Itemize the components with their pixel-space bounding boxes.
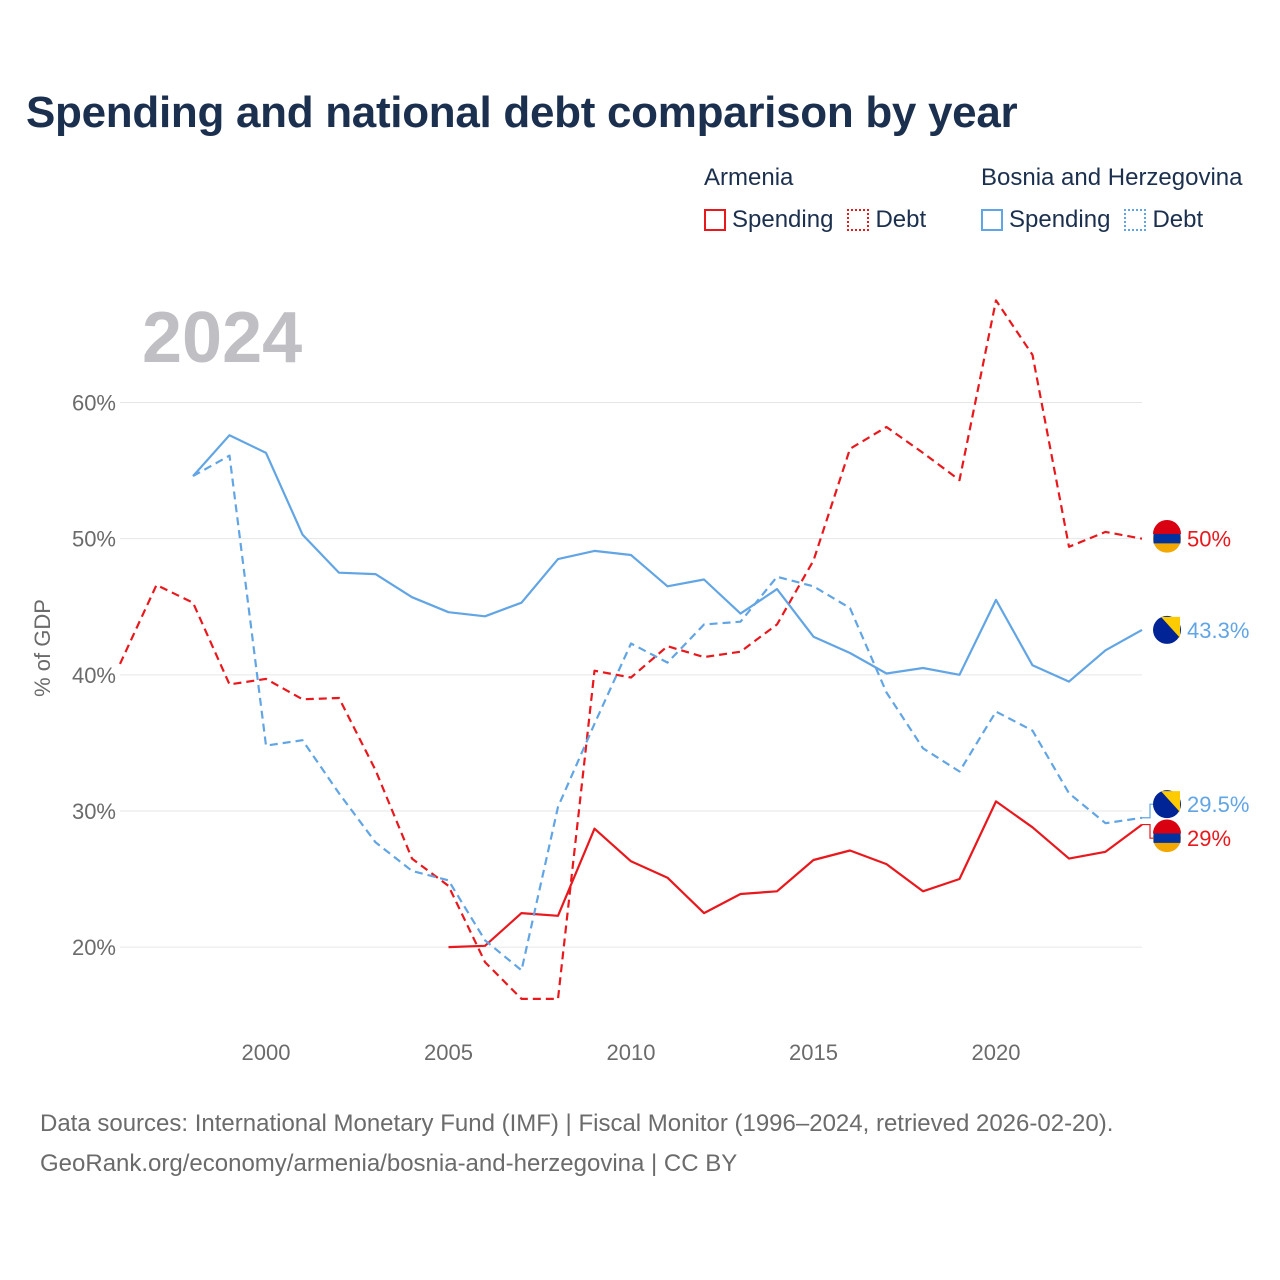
y-tick-label: 30%: [72, 799, 116, 824]
end-value-label: 50%: [1187, 527, 1231, 552]
chart-title: Spending and national debt comparison by…: [26, 88, 1018, 137]
y-tick-label: 40%: [72, 663, 116, 688]
x-tick-label: 2000: [242, 1040, 291, 1065]
legend-label: Spending: [732, 206, 834, 233]
legend-swatch-solid: [981, 209, 1003, 231]
flag-stripe: [1153, 519, 1181, 534]
series-line-armenia-spending: [448, 800, 1143, 949]
y-tick-label: 60%: [72, 391, 116, 416]
x-tick-label: 2010: [607, 1040, 656, 1065]
source-line-2: GeoRank.org/economy/armenia/bosnia-and-h…: [40, 1150, 738, 1177]
x-tick-label: 2005: [424, 1040, 473, 1065]
legend-swatch-dotted: [1124, 209, 1147, 231]
flag-stripe: [1153, 819, 1181, 834]
series-line-bosnia-and-herzegovina-spending: [192, 434, 1143, 683]
legend-country-armenia: Armenia: [704, 164, 794, 191]
flag-stripe: [1153, 533, 1181, 544]
series-line-bosnia-and-herzegovina-debt: [192, 454, 1143, 972]
year-label: 2024: [142, 298, 302, 378]
end-value-label: 43.3%: [1187, 618, 1249, 643]
legend-swatch-dotted: [847, 209, 870, 231]
flag-triangle: [1161, 616, 1180, 638]
legend-bosnia: Bosnia and Herzegovina Spending Debt: [981, 164, 1243, 234]
flag-triangle: [1161, 791, 1180, 813]
legend-label: Debt: [875, 206, 927, 233]
legend-bosnia-spending[interactable]: Spending: [981, 206, 1110, 234]
series-line-armenia-debt: [119, 299, 1143, 1001]
line-chart: 20% 30% 40% 50% 60% 2000 2005 2010 2015 2020 % of …: [30, 298, 1249, 1065]
end-value-label: 29%: [1187, 826, 1231, 851]
legend-bosnia-debt[interactable]: Debt: [1124, 206, 1203, 234]
y-axis-label: % of GDP: [30, 599, 55, 697]
end-value-label: 29.5%: [1187, 792, 1249, 817]
source-line-1: Data sources: International Monetary Fun…: [40, 1110, 1114, 1137]
legend-label: Spending: [1009, 206, 1111, 233]
legend-armenia: Armenia Spending Debt: [704, 164, 940, 234]
legend-country-bosnia: Bosnia and Herzegovina: [981, 164, 1243, 191]
source-note: Data sources: International Monetary Fun…: [40, 1104, 1113, 1184]
legend-armenia-debt[interactable]: Debt: [847, 206, 926, 234]
legend-label: Debt: [1152, 206, 1204, 233]
y-tick-label: 20%: [72, 935, 116, 960]
x-tick-label: 2015: [789, 1040, 838, 1065]
legend-swatch-solid: [704, 209, 726, 231]
flag-stripe: [1153, 833, 1181, 843]
legend-armenia-spending[interactable]: Spending: [704, 206, 833, 234]
x-tick-label: 2020: [972, 1040, 1021, 1065]
y-tick-label: 50%: [72, 527, 116, 552]
